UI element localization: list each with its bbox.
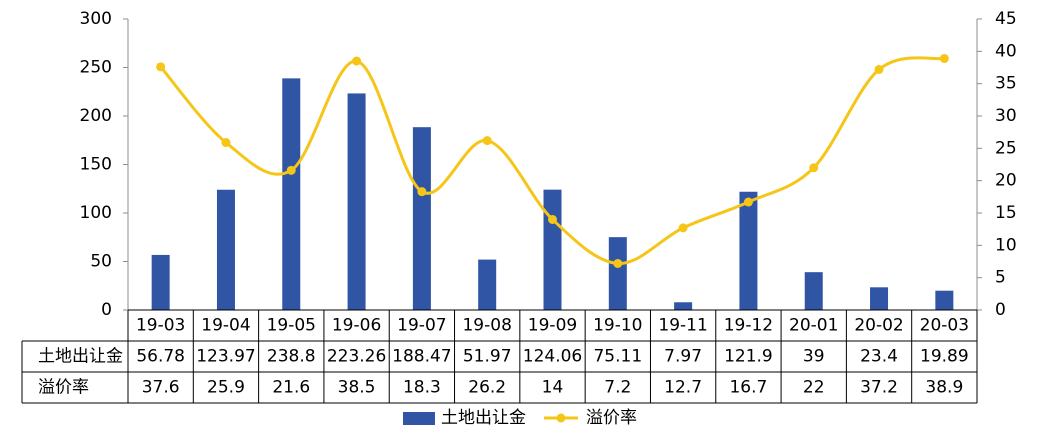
legend-label-land-revenue: 土地出让金 xyxy=(441,408,526,428)
bar xyxy=(412,127,431,310)
bar xyxy=(478,259,497,310)
bar xyxy=(608,237,627,310)
bar xyxy=(543,189,562,310)
legend-label-premium-rate: 溢价率 xyxy=(586,408,637,428)
right-axis-tick-label: 15 xyxy=(995,203,1017,223)
data-label: 25.9 xyxy=(207,378,245,398)
data-label: 22 xyxy=(803,378,825,398)
right-axis-tick-label: 5 xyxy=(995,268,1006,288)
category-label: 19-10 xyxy=(593,316,642,336)
category-label: 19-04 xyxy=(201,316,250,336)
legend-bar-swatch xyxy=(403,412,435,425)
data-label: 7.2 xyxy=(604,378,631,398)
category-label: 20-03 xyxy=(920,316,969,336)
right-axis-tick-label: 45 xyxy=(995,9,1017,29)
bar xyxy=(739,191,758,310)
data-label: 124.06 xyxy=(523,347,582,367)
line-point xyxy=(352,56,362,66)
bar xyxy=(870,287,889,310)
right-axis-tick-label: 35 xyxy=(995,74,1017,94)
left-axis-tick-label: 300 xyxy=(80,9,112,29)
data-label: 121.9 xyxy=(724,347,773,367)
legend: 土地出让金 溢价率 xyxy=(403,408,637,428)
category-label: 19-05 xyxy=(267,316,316,336)
line-series xyxy=(156,53,949,268)
right-axis-tick-label: 10 xyxy=(995,235,1017,255)
line-point xyxy=(743,197,753,207)
category-label: 19-12 xyxy=(724,316,773,336)
bar xyxy=(216,189,235,310)
bar-series xyxy=(151,78,954,310)
left-axis-tick-label: 250 xyxy=(80,58,112,78)
left-axis-tick-label: 100 xyxy=(80,203,112,223)
line-point xyxy=(221,138,231,148)
line-point xyxy=(156,62,166,72)
category-label: 19-09 xyxy=(528,316,577,336)
category-label: 19-03 xyxy=(136,316,185,336)
bar xyxy=(151,254,170,310)
data-label: 238.8 xyxy=(267,347,316,367)
data-label: 19.89 xyxy=(920,347,969,367)
row-header-land-revenue: 土地出让金 xyxy=(38,347,123,367)
data-label: 223.26 xyxy=(327,347,386,367)
data-label: 37.6 xyxy=(142,378,180,398)
category-label: 19-11 xyxy=(658,316,707,336)
data-label: 51.97 xyxy=(463,347,512,367)
data-label: 16.7 xyxy=(729,378,767,398)
data-label: 23.4 xyxy=(860,347,898,367)
line-point xyxy=(286,165,296,175)
data-label: 18.3 xyxy=(403,378,441,398)
data-label: 12.7 xyxy=(664,378,702,398)
data-label: 123.97 xyxy=(196,347,255,367)
category-label: 19-08 xyxy=(462,316,511,336)
left-axis-tick-label: 200 xyxy=(80,106,112,126)
left-axis-tick-label: 0 xyxy=(101,300,112,320)
legend-line-marker xyxy=(556,413,566,423)
data-label: 188.47 xyxy=(392,347,451,367)
data-label: 26.2 xyxy=(468,378,506,398)
line-point xyxy=(939,53,949,63)
line-point xyxy=(874,64,884,74)
category-label: 20-02 xyxy=(854,316,903,336)
data-label: 38.5 xyxy=(338,378,376,398)
bar xyxy=(347,93,366,310)
left-axis-tick-label: 150 xyxy=(80,155,112,175)
bar xyxy=(935,290,954,310)
bar xyxy=(674,302,693,310)
right-axis-tick-label: 20 xyxy=(995,171,1017,191)
right-axis-tick-label: 0 xyxy=(995,300,1006,320)
category-label: 19-06 xyxy=(332,316,381,336)
left-axis-tick-label: 50 xyxy=(90,252,112,272)
row-header-premium-rate: 溢价率 xyxy=(38,378,89,398)
data-label: 7.97 xyxy=(664,347,702,367)
category-label: 20-01 xyxy=(789,316,838,336)
data-label: 75.11 xyxy=(593,347,642,367)
line-point xyxy=(548,214,557,224)
data-table: 19-03 19-04 19-05 19-06 19-07 19-08 19-09 19-10… xyxy=(21,309,978,404)
line-point xyxy=(613,258,623,268)
line-point xyxy=(417,187,427,197)
data-label: 39 xyxy=(803,347,825,367)
bar xyxy=(804,272,823,310)
right-axis-tick-label: 30 xyxy=(995,106,1017,126)
data-label: 38.9 xyxy=(925,378,963,398)
data-label: 14 xyxy=(542,378,564,398)
category-label: 19-07 xyxy=(397,316,446,336)
data-label: 37.2 xyxy=(860,378,898,398)
line-point xyxy=(678,223,688,233)
line-point xyxy=(809,163,819,173)
right-axis-tick-label: 40 xyxy=(995,41,1017,61)
line-point xyxy=(482,136,492,146)
data-label: 56.78 xyxy=(136,347,185,367)
right-axis-tick-label: 25 xyxy=(995,138,1017,158)
left-y-axis: 0 50 100 150 200 250 300 xyxy=(80,9,129,320)
right-y-axis: 0 5 10 15 20 25 30 35 40 45 xyxy=(976,9,1017,320)
data-label: 21.6 xyxy=(272,378,310,398)
bar xyxy=(282,78,301,310)
